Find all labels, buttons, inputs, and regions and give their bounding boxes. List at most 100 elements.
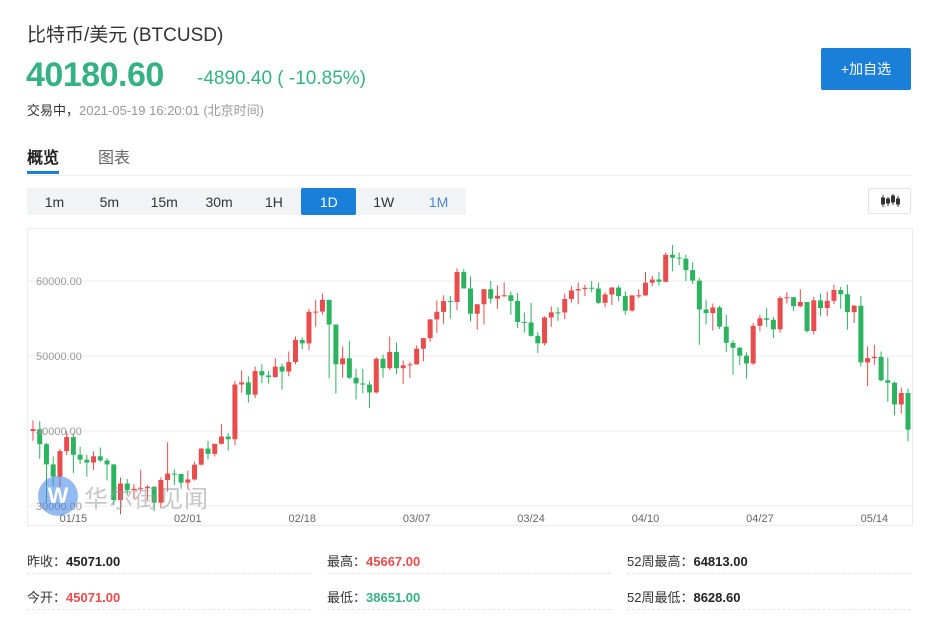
stat-52w-low: 52周最低：8628.60	[627, 574, 911, 610]
stat-label: 52周最高：	[627, 554, 694, 569]
period-selector: 1m 5m 15m 30m 1H 1D 1W 1M	[27, 188, 466, 215]
candle-body	[797, 302, 803, 307]
candle-body	[400, 365, 406, 369]
chart-svg: 30000.00 40000.00 50000.00 60000.00 01/15 02/…	[28, 244, 912, 525]
candle-body	[804, 302, 810, 332]
candle-body	[165, 473, 171, 480]
tab-divider	[27, 175, 912, 176]
candle-body	[178, 473, 184, 483]
candle-body	[360, 383, 366, 385]
candle-body	[380, 358, 386, 369]
candle-body	[858, 305, 864, 363]
candle-body	[218, 436, 224, 444]
period-1w[interactable]: 1W	[373, 193, 395, 210]
candle-body	[885, 380, 891, 383]
candle-body	[468, 288, 473, 314]
stat-value: 45071.00	[66, 590, 121, 605]
candle-body	[64, 437, 70, 452]
candle-body	[387, 351, 393, 369]
candle-body	[91, 456, 97, 463]
candle-body	[131, 488, 137, 491]
candle-body	[299, 339, 305, 344]
candle-body	[306, 311, 312, 344]
active-tab-indicator	[27, 171, 59, 174]
period-30m[interactable]: 30m	[205, 193, 233, 210]
candle-body	[743, 355, 749, 364]
candle-body	[70, 437, 76, 455]
candle-body	[225, 436, 231, 440]
candle-body	[97, 456, 103, 461]
chart-type-toggle[interactable]	[868, 188, 911, 214]
candle-body	[151, 486, 157, 503]
candlestick-icon	[880, 194, 900, 207]
candle-body	[266, 375, 272, 378]
candle-body	[111, 464, 117, 500]
y-tick-label: 50000.00	[36, 351, 82, 363]
candle-body	[319, 299, 325, 312]
candle-body	[138, 488, 144, 490]
candle-body	[481, 289, 487, 305]
candle-body	[272, 366, 278, 378]
candle-body	[892, 382, 898, 405]
candle-body	[663, 254, 669, 282]
candle-body	[427, 319, 433, 339]
candle-body	[192, 464, 198, 480]
candle-body	[589, 287, 595, 289]
candle-body	[279, 366, 285, 372]
candle-body	[454, 272, 460, 302]
candle-body	[528, 322, 534, 336]
candle-body	[198, 448, 204, 465]
period-1h[interactable]: 1H	[264, 193, 283, 210]
candle-body	[582, 287, 588, 290]
candle-body	[144, 486, 150, 489]
tab-overview[interactable]: 概览	[27, 150, 60, 167]
candle-body	[171, 473, 177, 475]
candle-body	[636, 295, 642, 297]
candle-body	[461, 272, 467, 289]
candle-body	[878, 356, 884, 381]
candle-body	[414, 348, 420, 365]
period-5m[interactable]: 5m	[99, 193, 120, 210]
candle-body	[515, 300, 521, 323]
stat-label: 最低：	[327, 590, 367, 605]
stat-52w-high: 52周最高：64813.00	[627, 538, 911, 574]
trading-status: 交易中，2021-05-19 16:20:01 (北京时间)	[27, 100, 264, 119]
candle-body	[326, 299, 332, 325]
x-tick-label: 03/24	[517, 513, 545, 525]
candle-body	[43, 444, 49, 465]
candle-body	[447, 301, 453, 303]
candle-body	[542, 317, 548, 344]
candle-body	[535, 335, 541, 344]
stat-value: 38651.00	[366, 590, 421, 605]
candle-body	[212, 443, 218, 454]
candle-body	[232, 384, 238, 440]
candle-body	[346, 358, 352, 378]
candle-body	[340, 358, 346, 365]
candle-body	[770, 319, 776, 330]
period-1d[interactable]: 1D	[301, 188, 357, 215]
add-watchlist-button[interactable]: +加自选	[821, 48, 911, 90]
candle-body	[30, 429, 36, 431]
tab-chart[interactable]: 图表	[98, 150, 131, 167]
candle-body	[844, 294, 850, 313]
candlestick-chart[interactable]: 30000.00 40000.00 50000.00 60000.00 01/15 02/…	[27, 228, 913, 526]
candle-body	[293, 339, 298, 362]
candle-body	[791, 297, 797, 307]
y-tick-label: 30000.00	[36, 501, 82, 513]
candle-body	[158, 479, 164, 503]
stat-value: 8628.60	[693, 590, 741, 605]
y-tick-label: 60000.00	[36, 276, 82, 288]
candle-body	[757, 318, 763, 326]
x-tick-label: 03/07	[403, 513, 431, 525]
period-1m[interactable]: 1m	[44, 193, 65, 210]
stat-label: 最高：	[327, 554, 367, 569]
period-1mo[interactable]: 1M	[428, 193, 449, 210]
candle-body	[811, 300, 817, 332]
stat-prev-close: 昨收：45071.00	[27, 538, 311, 574]
status-text: 交易中，	[27, 103, 80, 118]
candle-body	[622, 296, 628, 311]
candle-body	[616, 287, 622, 297]
candle-body	[508, 295, 514, 301]
period-15m[interactable]: 15m	[150, 193, 178, 210]
candle-body	[696, 280, 702, 310]
